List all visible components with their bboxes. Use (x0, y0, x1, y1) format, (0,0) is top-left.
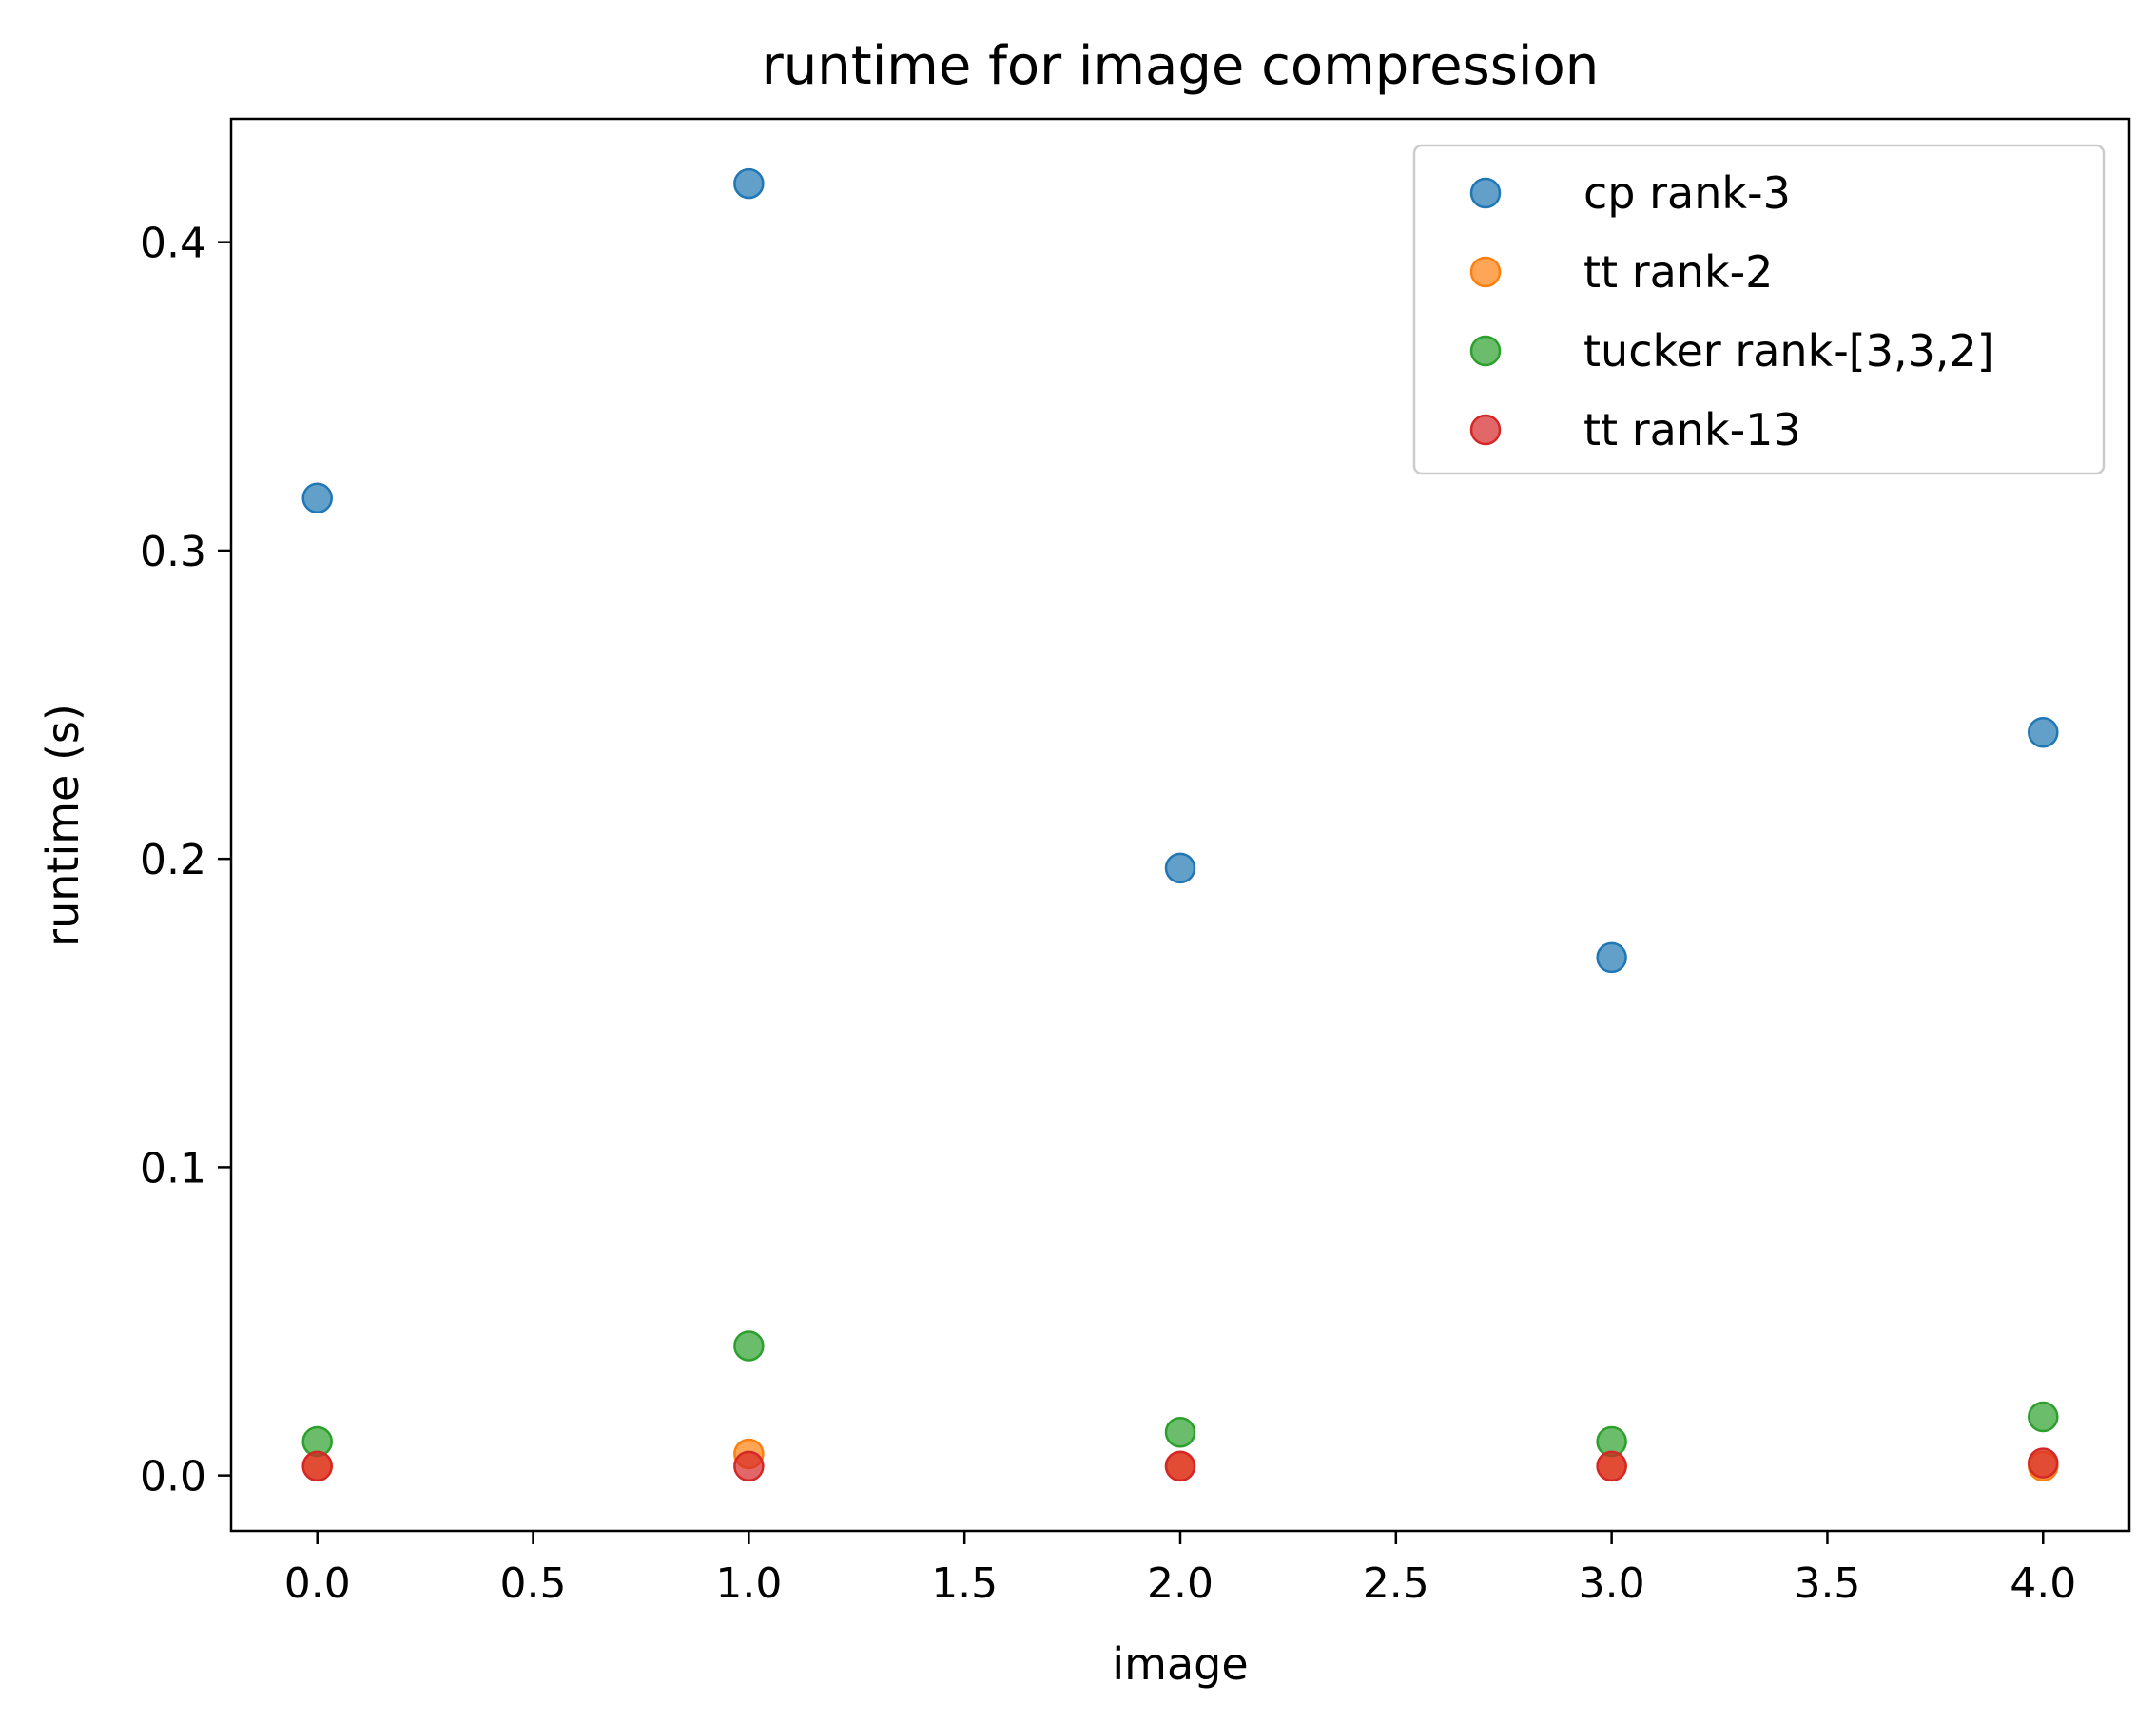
plot-frame (229, 117, 2131, 1533)
data-point (1596, 941, 1627, 974)
legend-box (1412, 144, 2106, 475)
legend-marker (1469, 414, 1502, 446)
legend-marker (1469, 335, 1502, 367)
x-tick-label: 2.5 (1363, 1559, 1429, 1608)
data-point (301, 482, 333, 514)
legend-label: cp rank-3 (1583, 167, 1791, 219)
data-point (733, 1450, 765, 1482)
x-tick-label: 0.5 (500, 1559, 567, 1608)
data-point (733, 167, 765, 200)
series-4 (301, 1447, 2059, 1482)
data-point (1164, 1416, 1196, 1448)
y-axis-ticks: 0.0 0.1 0.2 0.3 0.4 (140, 220, 231, 1501)
data-point (1596, 1450, 1627, 1482)
data-point (2028, 1401, 2059, 1433)
data-point (2028, 716, 2059, 748)
legend-marker (1469, 177, 1502, 209)
y-tick-label: 0.3 (140, 528, 206, 576)
data-points (301, 167, 2059, 1482)
legend-label: tt rank-2 (1583, 246, 1773, 298)
x-tick-label: 3.0 (1579, 1559, 1645, 1608)
data-point (733, 1330, 765, 1362)
y-tick-label: 0.2 (140, 836, 206, 884)
legend-label: tucker rank-[3,3,2] (1583, 325, 1994, 377)
x-axis-ticks: 0.0 0.5 1.0 1.5 2.0 2.5 3.0 3.5 4.0 (284, 1531, 2076, 1608)
x-tick-label: 4.0 (2010, 1559, 2076, 1608)
series-3 (301, 1330, 2059, 1458)
y-tick-label: 0.4 (140, 220, 206, 268)
data-point (2028, 1447, 2059, 1479)
x-tick-label: 1.0 (715, 1559, 782, 1608)
legend: cp rank-3 tt rank-2 tucker rank-[3,3,2] tt … (1412, 144, 2106, 475)
x-tick-label: 0.0 (284, 1559, 351, 1608)
y-tick-label: 0.0 (140, 1453, 206, 1501)
series-1 (301, 167, 2059, 974)
x-tick-label: 1.5 (931, 1559, 998, 1608)
data-point (1164, 852, 1196, 884)
legend-label: tt rank-13 (1583, 404, 1801, 455)
y-tick-label: 0.1 (140, 1144, 206, 1192)
x-tick-label: 3.5 (1794, 1559, 1860, 1608)
data-point (1164, 1450, 1196, 1482)
x-axis-label: image (1112, 1638, 1248, 1690)
y-axis-label: runtime (s) (37, 704, 88, 947)
data-point (301, 1450, 333, 1482)
chart-title: runtime for image compression (762, 35, 1599, 97)
legend-marker (1469, 256, 1502, 288)
x-tick-label: 2.0 (1147, 1559, 1214, 1608)
